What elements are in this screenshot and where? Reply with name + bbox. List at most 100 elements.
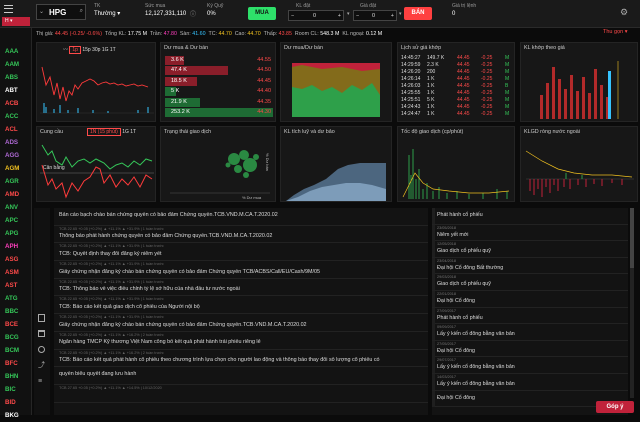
minus-icon[interactable]: −	[356, 13, 360, 19]
caret-icon[interactable]: ▾	[399, 11, 402, 17]
scrollbar[interactable]	[630, 208, 634, 398]
sell-button[interactable]: BÁN	[404, 7, 432, 20]
event-item[interactable]: Đại hội Cổ đông	[432, 390, 628, 408]
tab-1t[interactable]: 1T	[109, 47, 116, 53]
kl-dat-input[interactable]: − 0 +	[288, 10, 344, 21]
news-item[interactable]: TCB 22.65 +0.05 (+0.2%) ▲ +11.1% ▲ +31.9…	[54, 296, 428, 315]
orderbook-row[interactable]: 21.9 K 44.35	[165, 97, 273, 107]
trade-row: 14:25:51 5 K 44.45 -0.25 M	[401, 97, 513, 104]
watchlist-item[interactable]: BFC	[5, 360, 18, 367]
watchlist-item[interactable]: AGR	[5, 178, 19, 185]
watchlist-item[interactable]: BIC	[5, 386, 16, 393]
plus-icon[interactable]: +	[390, 13, 394, 19]
event-item[interactable]: 23/04/2018 Đại hội Cổ đông Bất thường	[432, 257, 628, 275]
orderbook-row[interactable]: 253.2 K 44.30	[165, 107, 273, 117]
symbol-selector[interactable]: ⌄ HPG ⌕	[36, 4, 86, 20]
news-item[interactable]: TCB 22.65 +0.05 (+0.2%) ▲ +11.1% ▲ +31.9…	[54, 243, 428, 262]
watchlist-item[interactable]: ASG	[5, 256, 19, 263]
gear-icon[interactable]: ⚙	[620, 7, 629, 17]
tab-short[interactable]: H ▾	[2, 17, 30, 26]
event-item[interactable]: 14/03/2017 Lấy ý kiến cổ đông bằng văn bả…	[432, 373, 628, 391]
orderbook-row[interactable]: 18.5 K 44.45	[165, 76, 273, 86]
trade-v: 5 K	[427, 97, 435, 103]
chevron-down-icon: ⌄	[39, 9, 45, 15]
watchlist-item[interactable]: BCM	[5, 347, 20, 354]
tk-select[interactable]: Thường ▾	[94, 11, 121, 17]
chat-icon[interactable]	[38, 346, 45, 353]
orderbook-price: 44.55	[257, 57, 271, 63]
line-chart-icon[interactable]: 〰	[63, 47, 69, 53]
event-title: Phát hành cổ phiếu	[437, 314, 483, 321]
event-item[interactable]: 09/09/2017 Lấy ý kiến cổ đông bằng văn bả…	[432, 324, 628, 341]
gia-dat-input[interactable]: − 0 +	[353, 10, 397, 21]
collapse-link[interactable]: Thu gọn ▾	[603, 29, 628, 35]
watchlist-item[interactable]: AGM	[5, 165, 20, 172]
plus-icon[interactable]: +	[337, 13, 341, 19]
watchlist-item[interactable]: BCG	[5, 334, 19, 341]
news-item[interactable]: quyền biểu quyết đang lưu hành	[54, 367, 428, 385]
watchlist-item[interactable]: ACB	[5, 100, 19, 107]
watchlist-item[interactable]: ADS	[5, 139, 19, 146]
watchlist-item[interactable]: ABT	[5, 87, 18, 94]
event-item[interactable]: Phát hành cổ phiếu	[432, 208, 628, 225]
event-item[interactable]: 29/07/2017 Lấy ý kiến cổ đông bằng văn bả…	[432, 357, 628, 374]
watchlist-item[interactable]: ASM	[5, 269, 19, 276]
tab-30p[interactable]: 30p	[92, 47, 101, 53]
watchlist-item[interactable]: AAA	[5, 48, 19, 55]
calendar-icon[interactable]	[38, 330, 45, 337]
watchlist-item[interactable]: ANV	[5, 204, 19, 211]
orderbook-bar	[165, 76, 198, 86]
list-icon[interactable]: ≡	[38, 378, 43, 385]
orderbook-bar	[165, 56, 185, 65]
news-item[interactable]: TCB 27.65 +0.05 (+0.2%) ▲ +11.1% ▲ +14.5…	[54, 385, 428, 403]
event-marker	[432, 290, 435, 307]
caret-icon[interactable]: ▾	[347, 11, 350, 17]
event-item[interactable]: 22/01/2018 Đại hội Cổ đông	[432, 290, 628, 308]
news-item[interactable]: TCB 22.65 +0.05 (+0.2%) ▲ +11.1% ▲ +31.9…	[54, 279, 428, 297]
watchlist-item[interactable]: ATG	[5, 295, 18, 302]
event-item[interactable]: 27/09/2017 Phát hành cổ phiếu	[432, 307, 628, 325]
tab-1t[interactable]: 1T	[130, 129, 137, 135]
news-item[interactable]: TCB 22.65 +0.05 (+0.2%) ▲ +11.1% ▲ +31.9…	[54, 261, 428, 279]
event-item[interactable]: 12/05/2018 Giao dịch cổ phiếu quỹ	[432, 241, 628, 258]
event-item[interactable]: 27/05/2017 Đại hội Cổ đông	[432, 340, 628, 358]
watchlist-item[interactable]: APC	[5, 217, 19, 224]
watchlist-item[interactable]: AAM	[5, 61, 20, 68]
watchlist-item[interactable]: AGG	[5, 152, 20, 159]
tab-1p[interactable]: 1p	[69, 46, 81, 54]
news-item[interactable]: TCB 22.65 +0.05 (+0.2%) ▲ +11.1% ▲ +16.2…	[54, 350, 428, 368]
document-icon[interactable]	[38, 314, 45, 322]
watchlist-item[interactable]: BBC	[5, 308, 19, 315]
share-icon[interactable]: ⤴	[38, 362, 45, 369]
watchlist-item[interactable]: ACL	[5, 126, 18, 133]
watchlist-item[interactable]: BID	[5, 399, 16, 406]
watchlist-item[interactable]: ABS	[5, 74, 19, 81]
watchlist-item[interactable]: AMD	[5, 191, 20, 198]
tab-15p[interactable]: 15p	[82, 47, 91, 53]
tab-1g[interactable]: 1G	[122, 129, 129, 135]
event-item[interactable]: 29/03/2018 Giao dịch cổ phiếu quỹ	[432, 274, 628, 291]
hamburger-icon[interactable]	[4, 5, 13, 13]
news-item[interactable]: TCB 22.65 +0.05 (+0.2%) ▲ +11.1% ▲ +16.2…	[54, 332, 428, 350]
watchlist-item[interactable]: BHN	[5, 373, 19, 380]
tab-1n[interactable]: 1N (15 phút)	[87, 128, 121, 136]
minus-icon[interactable]: −	[291, 13, 295, 19]
event-item[interactable]: 23/05/2018 Niêm yết mới	[432, 224, 628, 242]
orderbook-row[interactable]: 47.4 K 44.50	[165, 66, 273, 76]
watchlist-item[interactable]: BCE	[5, 321, 19, 328]
watchlist-item[interactable]: BKG	[5, 412, 19, 419]
news-item[interactable]: Bản cáo bạch chào bán chứng quyền có bảo…	[54, 208, 428, 226]
watchlist-item[interactable]: APG	[5, 230, 19, 237]
watchlist-item[interactable]: AST	[5, 282, 18, 289]
watchlist-item[interactable]: ACC	[5, 113, 19, 120]
news-item[interactable]: TCB 22.65 +0.05 (+0.2%) ▲ +11.1% ▲ +31.9…	[54, 314, 428, 332]
news-item[interactable]: TCB 22.65 +0.05 (+0.2%) ▲ +11.1% ▲ +31.9…	[54, 226, 428, 244]
orderbook-row[interactable]: 5 K 44.40	[165, 87, 273, 97]
tab-1g[interactable]: 1G	[101, 47, 109, 53]
watchlist-item[interactable]: APH	[5, 243, 19, 250]
buy-button[interactable]: MUA	[248, 7, 276, 20]
trade-v: 1 K	[427, 111, 435, 117]
feedback-button[interactable]: Góp ý	[596, 401, 634, 413]
info-icon[interactable]: ⓘ	[190, 12, 197, 18]
orderbook-row[interactable]: 3.6 K 44.55	[165, 56, 273, 65]
